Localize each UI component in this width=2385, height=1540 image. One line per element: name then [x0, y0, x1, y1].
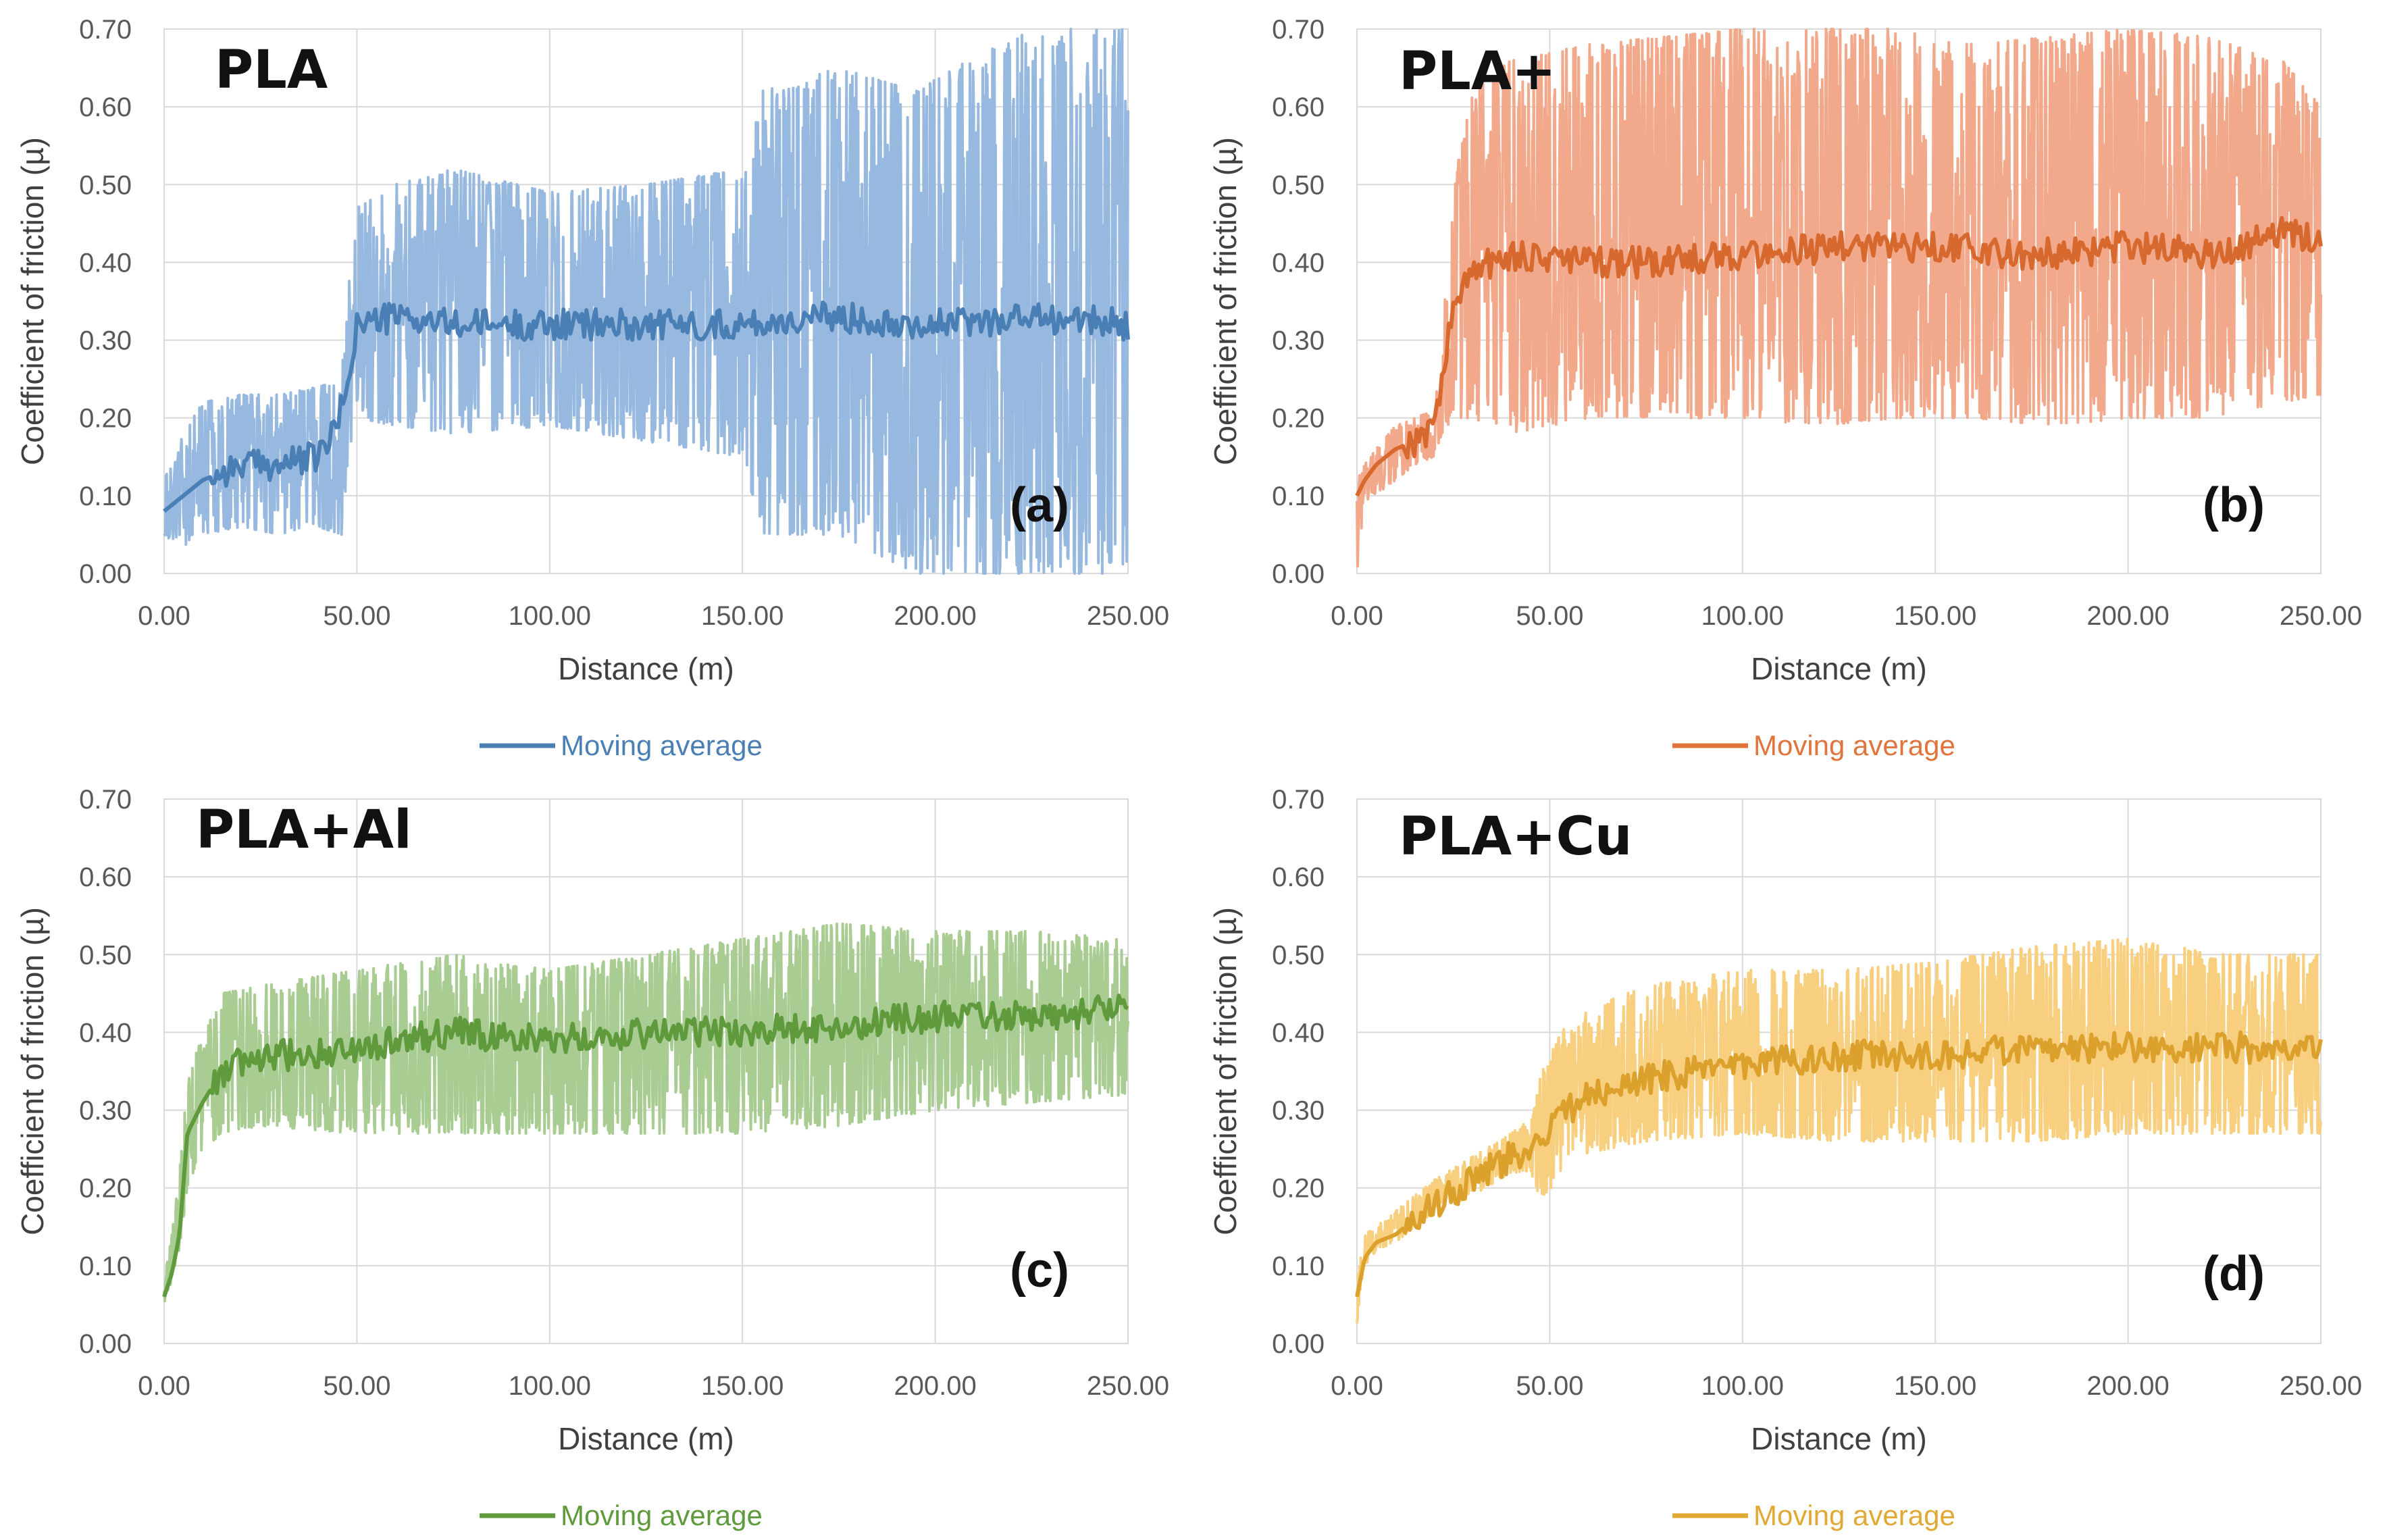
- y-tick-label: 0.70: [79, 15, 132, 45]
- y-tick-label: 0.30: [79, 1096, 132, 1126]
- x-tick-label: 100.00: [509, 1371, 591, 1401]
- y-tick-label: 0.60: [79, 863, 132, 892]
- x-tick-label: 50.00: [323, 1371, 390, 1401]
- y-tick-label: 0.70: [1272, 15, 1325, 45]
- x-tick-label: 150.00: [1894, 1371, 1976, 1401]
- x-tick-label: 50.00: [1516, 601, 1583, 631]
- x-tick-label: 0.00: [1331, 1371, 1383, 1401]
- x-tick-label: 0.00: [138, 601, 190, 631]
- x-tick-label: 150.00: [1894, 601, 1976, 631]
- chart-svg-b: 0.00 0.10 0.20 0.30 0.40 0.50 0.60 0.70 0.00 50.0…: [1208, 15, 2362, 761]
- y-tick-label: 0.30: [1272, 1096, 1325, 1126]
- x-axis-title: Distance (m): [1751, 651, 1927, 686]
- x-tick-label: 250.00: [1087, 601, 1169, 631]
- chart-panel-b: 0.00 0.10 0.20 0.30 0.40 0.50 0.60 0.70 0.00 50.0…: [1193, 0, 2385, 770]
- y-tick-label: 0.10: [79, 1252, 132, 1281]
- legend: Moving average: [1672, 729, 1955, 761]
- chart-svg-c: 0.00 0.10 0.20 0.30 0.40 0.50 0.60 0.70 0.00 50.0…: [15, 785, 1169, 1531]
- x-tick-label: 200.00: [894, 1371, 976, 1401]
- y-tick-label: 0.30: [79, 326, 132, 356]
- y-tick-label: 0.40: [1272, 1018, 1325, 1048]
- legend: Moving average: [480, 1499, 763, 1531]
- x-tick-label: 100.00: [1701, 601, 1784, 631]
- y-axis-title: Coefficient of friction (µ): [15, 907, 50, 1235]
- y-tick-label: 0.30: [1272, 326, 1325, 356]
- y-tick-label: 0.40: [1272, 248, 1325, 278]
- y-tick-label: 0.60: [1272, 93, 1325, 122]
- x-tick-label: 200.00: [2086, 601, 2169, 631]
- x-tick-label: 50.00: [1516, 1371, 1583, 1401]
- legend-label: Moving average: [561, 729, 763, 761]
- x-axis-title: Distance (m): [558, 1421, 734, 1456]
- raw-friction-series-a: [163, 28, 1129, 575]
- y-tick-label: 0.50: [79, 940, 132, 970]
- moving-average-series-c: [162, 994, 1129, 1298]
- x-tick-label: 0.00: [1331, 601, 1383, 631]
- y-axis-title: Coefficient of friction (µ): [1208, 137, 1243, 465]
- y-tick-label: 0.10: [1272, 1252, 1325, 1281]
- chart-svg-d: 0.00 0.10 0.20 0.30 0.40 0.50 0.60 0.70 0.00 50.0…: [1208, 785, 2362, 1531]
- y-tick-label: 0.10: [79, 482, 132, 511]
- panel-letter: (a): [1010, 478, 1069, 532]
- raw-friction-series-c: [163, 922, 1129, 1303]
- y-tick-label: 0.10: [1272, 482, 1325, 511]
- y-tick-label: 0.40: [79, 1018, 132, 1048]
- y-tick-label: 0.50: [1272, 940, 1325, 970]
- legend: Moving average: [480, 729, 763, 761]
- moving-average-series-b: [1355, 215, 2323, 497]
- moving-average-series-d: [1355, 1030, 2323, 1298]
- panel-letter: (c): [1010, 1243, 1069, 1298]
- chart-panel-c: 0.00 0.10 0.20 0.30 0.40 0.50 0.60 0.70 0.00 50.0…: [0, 770, 1192, 1540]
- material-label: PLA+: [1399, 41, 1556, 102]
- panel-letter: (b): [2203, 478, 2265, 532]
- x-tick-label: 150.00: [701, 601, 784, 631]
- chart-panel-d: 0.00 0.10 0.20 0.30 0.40 0.50 0.60 0.70 0.00 50.0…: [1193, 770, 2385, 1540]
- material-label: PLA+Al: [196, 800, 412, 861]
- legend-label: Moving average: [1753, 1499, 1955, 1531]
- panel-letter: (d): [2203, 1247, 2265, 1301]
- y-tick-label: 0.70: [1272, 785, 1325, 815]
- raw-friction-series-b: [1356, 28, 2322, 568]
- x-tick-label: 100.00: [1701, 1371, 1784, 1401]
- x-tick-label: 200.00: [2086, 1371, 2169, 1401]
- y-tick-label: 0.50: [1272, 170, 1325, 200]
- x-tick-label: 150.00: [701, 1371, 784, 1401]
- legend: Moving average: [1672, 1499, 1955, 1531]
- legend-label: Moving average: [561, 1499, 763, 1531]
- material-label: PLA+Cu: [1399, 806, 1632, 867]
- y-tick-label: 0.70: [79, 785, 132, 815]
- x-tick-label: 250.00: [1087, 1371, 1169, 1401]
- chart-svg-a: 0.00 0.10 0.20 0.30 0.40 0.50 0.60 0.70 0.00 50.0…: [15, 15, 1169, 761]
- y-tick-label: 0.20: [1272, 404, 1325, 434]
- x-tick-label: 50.00: [323, 601, 390, 631]
- y-tick-label: 0.60: [1272, 863, 1325, 892]
- x-tick-label: 200.00: [894, 601, 976, 631]
- plot-area-border: [1356, 798, 2322, 1344]
- y-tick-label: 0.50: [79, 170, 132, 200]
- y-tick-label: 0.00: [79, 1329, 132, 1359]
- legend-label: Moving average: [1753, 729, 1955, 761]
- plot-area-border: [163, 798, 1129, 1344]
- y-tick-label: 0.20: [79, 404, 132, 434]
- y-tick-label: 0.20: [79, 1174, 132, 1204]
- y-axis-title: Coefficient of friction (µ): [15, 137, 50, 465]
- y-tick-label: 0.20: [1272, 1174, 1325, 1204]
- y-tick-label: 0.60: [79, 93, 132, 122]
- x-axis-title: Distance (m): [1751, 1421, 1927, 1456]
- x-tick-label: 250.00: [2280, 601, 2362, 631]
- y-tick-label: 0.00: [79, 559, 132, 589]
- x-axis-title: Distance (m): [558, 651, 734, 686]
- y-tick-label: 0.00: [1272, 559, 1325, 589]
- material-label: PLA: [215, 40, 328, 101]
- y-tick-label: 0.00: [1272, 1329, 1325, 1359]
- moving-average-series-a: [163, 301, 1130, 513]
- y-axis-title: Coefficient of friction (µ): [1208, 907, 1243, 1235]
- x-tick-label: 100.00: [509, 601, 591, 631]
- chart-panel-a: 0.00 0.10 0.20 0.30 0.40 0.50 0.60 0.70 0.00 50.0…: [0, 0, 1192, 770]
- x-tick-label: 250.00: [2280, 1371, 2362, 1401]
- x-tick-label: 0.00: [138, 1371, 190, 1401]
- y-tick-label: 0.40: [79, 248, 132, 278]
